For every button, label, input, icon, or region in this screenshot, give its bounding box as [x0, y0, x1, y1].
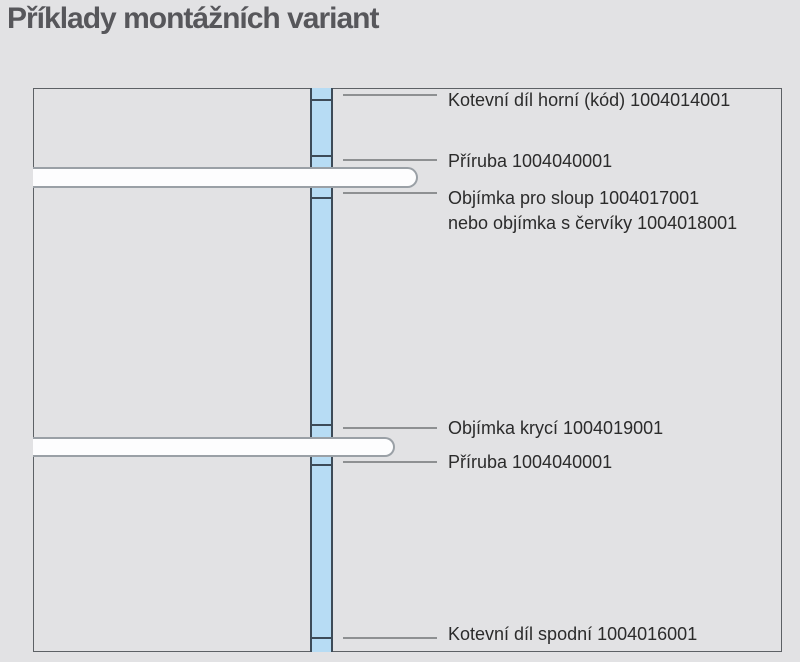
joint-line-anchor-top: [310, 99, 333, 101]
diagram-frame: [33, 88, 782, 652]
rail-top: [33, 167, 418, 188]
post-column: [310, 88, 333, 652]
leader-line-flange-bottom: [343, 461, 437, 463]
leader-line-flange-top: [343, 159, 437, 161]
joint-line-cover-clamp: [310, 424, 333, 426]
joint-line-clamp-top: [310, 197, 333, 199]
label-priruba-horni: Příruba 1004040001: [448, 151, 613, 171]
label-objimka-pro-sloup-line2: nebo objímka s červíky 1004018001: [448, 213, 738, 233]
label-kotevni-dil-spodni: Kotevní díl spodní 1004016001: [448, 624, 698, 644]
label-priruba-spodni: Příruba 1004040001: [448, 452, 613, 472]
leader-line-anchor-bottom: [343, 637, 437, 639]
joint-line-flange-bottom: [310, 464, 333, 466]
page-title: Příklady montážních variant: [7, 2, 379, 35]
label-kotevni-dil-horni: Kotevní díl horní (kód) 1004014001: [448, 90, 731, 110]
leader-line-anchor-top: [343, 94, 437, 96]
joint-line-anchor-bottom: [310, 637, 333, 639]
label-objimka-pro-sloup: Objímka pro sloup 1004017001 nebo objímk…: [448, 186, 737, 236]
leader-line-cover-clamp: [343, 427, 437, 429]
rail-bottom: [33, 437, 395, 457]
label-objimka-kryci: Objímka krycí 1004019001: [448, 418, 664, 438]
leader-line-clamp: [343, 192, 437, 194]
label-objimka-pro-sloup-line1: Objímka pro sloup 1004017001: [448, 188, 700, 208]
joint-line-flange-top: [310, 155, 333, 157]
